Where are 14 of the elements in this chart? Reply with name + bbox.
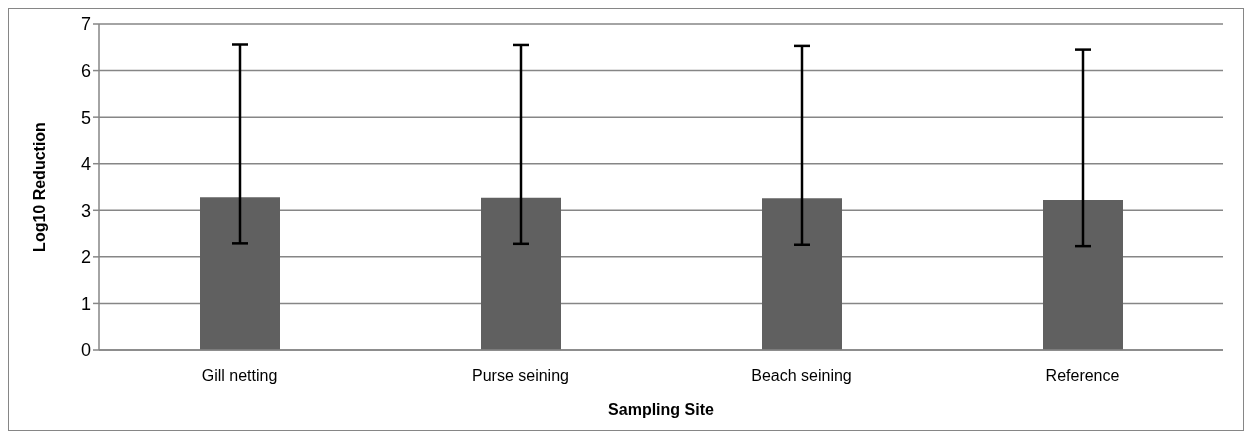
y-tick-label: 4	[80, 154, 91, 175]
x-tick-label: Gill netting	[201, 367, 278, 385]
y-tick-label: 6	[80, 60, 91, 81]
y-tick-label: 1	[80, 293, 91, 314]
y-tick-label: 2	[80, 247, 91, 268]
x-tick-label: Reference	[1045, 367, 1120, 385]
y-tick-label: 5	[80, 107, 91, 128]
x-tick-label: Purse seining	[472, 367, 569, 385]
y-tick-label: 0	[80, 340, 91, 361]
y-tick-label: 3	[80, 200, 91, 221]
x-tick-label: Beach seining	[751, 367, 852, 385]
y-axis-title: Log10 Reduction	[30, 122, 48, 252]
x-axis-title: Sampling Site	[608, 401, 714, 418]
y-tick-label: 7	[80, 14, 91, 35]
